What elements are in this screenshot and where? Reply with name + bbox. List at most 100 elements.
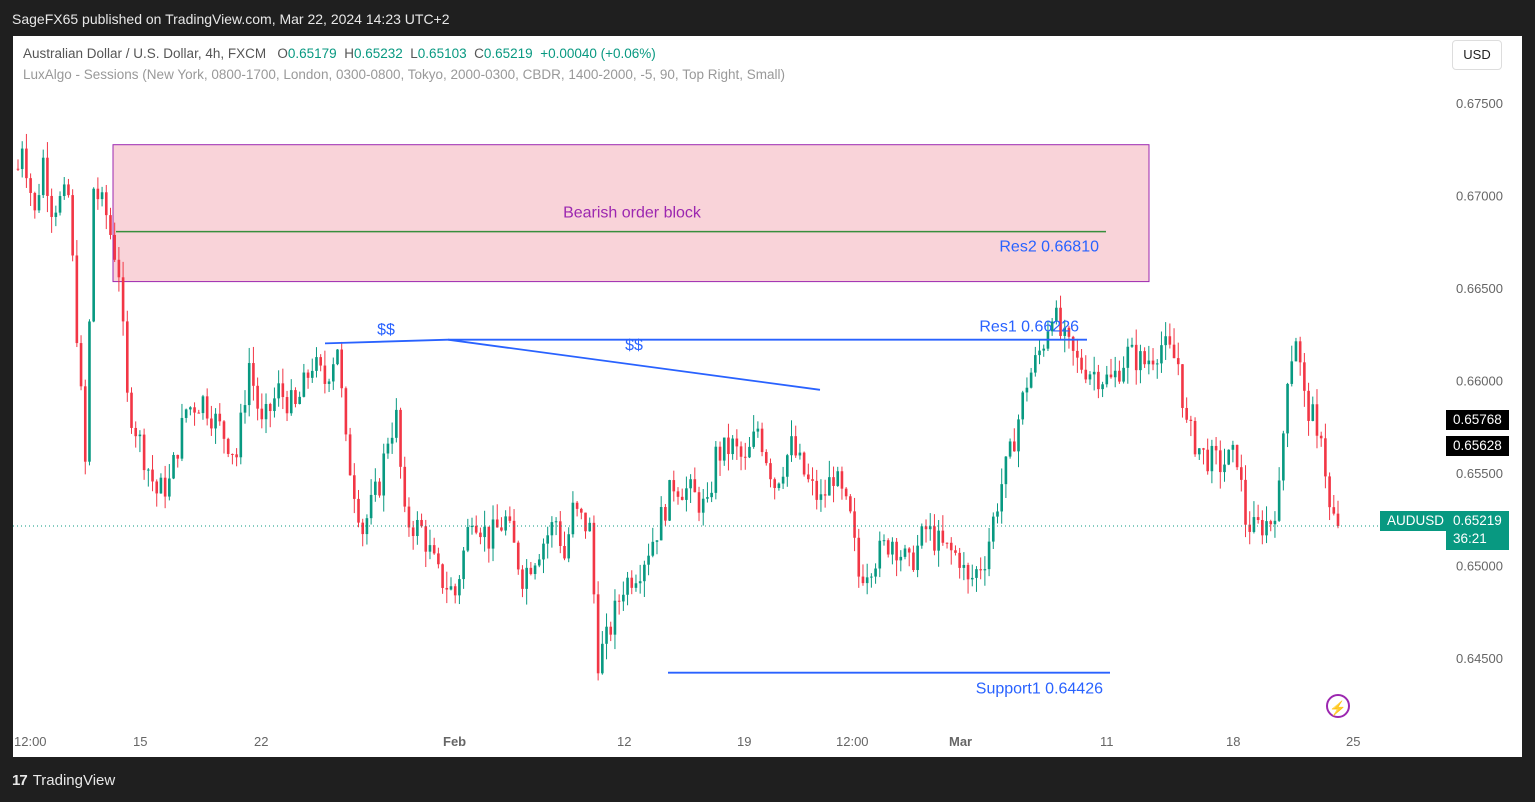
candle-body xyxy=(500,527,503,531)
candle xyxy=(142,428,146,480)
candle-body xyxy=(1008,441,1012,457)
candle xyxy=(474,515,478,535)
candle-body xyxy=(962,564,966,568)
candle-body xyxy=(1076,350,1079,358)
candle-body xyxy=(235,454,238,458)
candle-body xyxy=(113,234,116,260)
candle xyxy=(773,477,776,500)
candle-body xyxy=(378,481,381,496)
candle xyxy=(310,358,314,383)
candle-body xyxy=(1013,441,1016,452)
candle-body xyxy=(71,195,74,256)
candle xyxy=(428,529,432,560)
x-tick-label: Mar xyxy=(949,734,972,749)
candle xyxy=(1168,323,1172,349)
candle xyxy=(1252,501,1256,534)
candle-body xyxy=(987,541,991,570)
candle xyxy=(924,519,928,543)
candle xyxy=(470,517,474,535)
candle-body xyxy=(1324,438,1327,477)
y-tick-label: 0.66000 xyxy=(1456,374,1503,389)
candle-body xyxy=(512,520,516,543)
candle-body xyxy=(407,506,411,528)
candle xyxy=(996,503,999,524)
candle xyxy=(975,566,978,592)
bearish-order-block[interactable] xyxy=(112,144,1150,283)
candle xyxy=(508,506,512,524)
candle-body xyxy=(1042,348,1046,351)
candle xyxy=(369,479,373,525)
candle-body xyxy=(567,534,571,559)
candle-body xyxy=(344,388,348,435)
candle-body xyxy=(580,508,583,513)
candle xyxy=(714,441,718,500)
candle xyxy=(92,187,95,323)
candle-body xyxy=(1252,517,1256,532)
candle-body xyxy=(281,383,285,398)
bolt-icon[interactable]: ⚡ xyxy=(1326,694,1350,718)
candle xyxy=(214,408,217,444)
candle xyxy=(647,543,650,576)
candle xyxy=(878,531,882,578)
candle-body xyxy=(811,479,814,481)
candle-body xyxy=(689,479,692,489)
candle-body xyxy=(134,427,138,437)
liquidity-line-1[interactable] xyxy=(324,338,449,345)
candle xyxy=(764,449,768,466)
candle-body xyxy=(1277,480,1281,521)
candle-body xyxy=(273,398,276,412)
candle xyxy=(1105,365,1109,388)
candle-body xyxy=(1071,336,1075,351)
candle-body xyxy=(668,480,671,521)
candle xyxy=(966,562,970,594)
candle-body xyxy=(1319,435,1323,439)
candle-body xyxy=(495,519,499,528)
candle xyxy=(458,575,461,605)
candle xyxy=(865,563,869,595)
candle-body xyxy=(100,192,104,200)
candle xyxy=(1181,364,1184,418)
candle-body xyxy=(840,471,844,489)
candle xyxy=(622,581,625,611)
liquidity-line-2[interactable] xyxy=(447,338,821,391)
candle xyxy=(1155,359,1159,379)
candle xyxy=(180,403,184,462)
candle-body xyxy=(361,522,365,535)
candle-body xyxy=(1256,517,1260,521)
candle xyxy=(1050,317,1054,336)
candle-body xyxy=(285,397,289,414)
candle xyxy=(88,319,91,466)
close-label: C xyxy=(474,46,484,61)
candle-body xyxy=(268,403,272,412)
candle xyxy=(1080,348,1083,374)
candle xyxy=(1017,414,1020,468)
indicator-legend[interactable]: LuxAlgo - Sessions (New York, 0800-1700,… xyxy=(23,67,785,82)
candle-body xyxy=(189,407,192,410)
candle-body xyxy=(458,579,461,596)
tradingview-logo[interactable]: 17 TradingView xyxy=(12,772,115,789)
candle xyxy=(596,581,600,681)
candle-body xyxy=(760,428,764,453)
candle-body xyxy=(1210,445,1214,472)
candle-body xyxy=(1206,449,1209,472)
currency-button[interactable]: USD xyxy=(1452,40,1502,70)
candle xyxy=(79,335,83,391)
candle-body xyxy=(1303,362,1306,391)
candle-body xyxy=(1315,404,1319,436)
candle-body xyxy=(718,446,722,461)
candle xyxy=(1063,319,1067,353)
candle xyxy=(1273,511,1277,538)
candle-body xyxy=(1214,445,1218,451)
candle-body xyxy=(1248,524,1252,532)
candle xyxy=(832,466,835,503)
candle xyxy=(96,177,100,210)
candle xyxy=(659,496,663,541)
candle xyxy=(33,191,37,219)
candle xyxy=(1025,377,1029,402)
candle xyxy=(407,497,411,537)
candle xyxy=(689,474,692,504)
candle xyxy=(1223,448,1226,482)
candle-body xyxy=(159,477,163,494)
candle-body xyxy=(756,428,760,432)
